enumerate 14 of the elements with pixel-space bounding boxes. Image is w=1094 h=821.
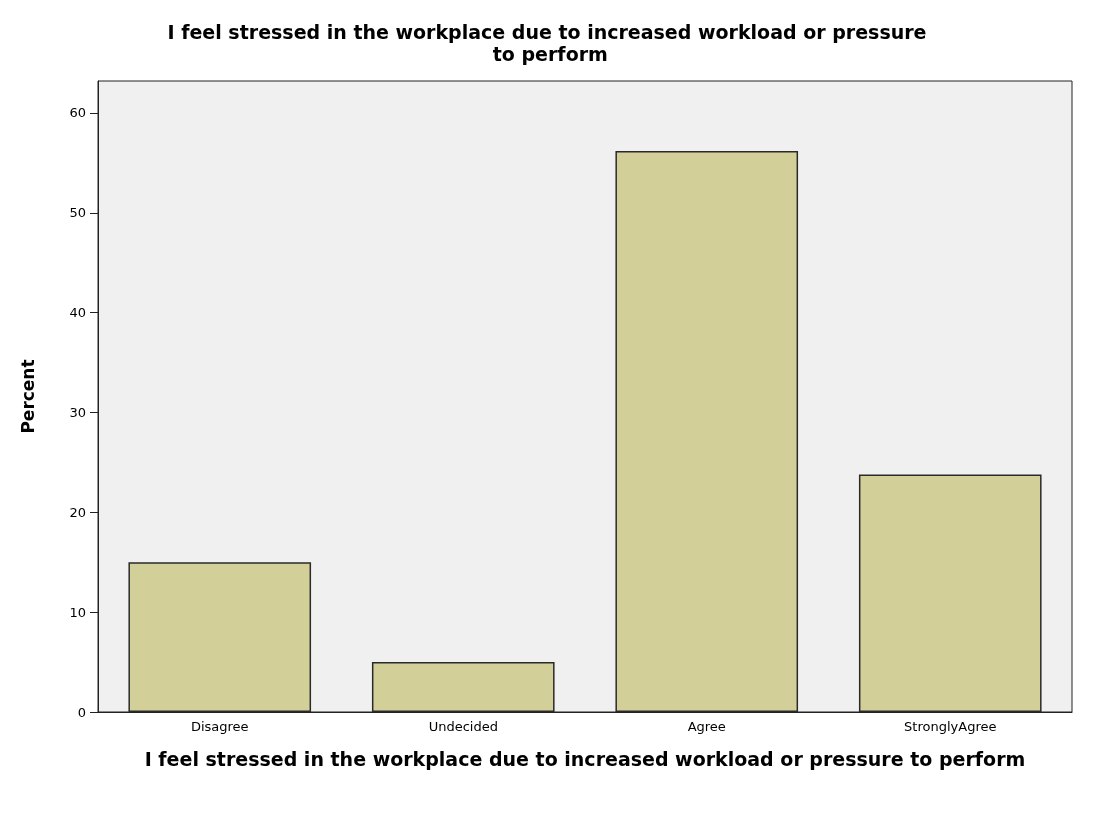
x-tick-label: Undecided xyxy=(428,719,498,734)
y-tick-label: 20 xyxy=(69,504,86,520)
y-tick-label: 50 xyxy=(69,205,86,221)
x-tick-label: Disagree xyxy=(190,719,249,734)
y-axis-title: Percent xyxy=(17,359,38,434)
x-axis-title: I feel stressed in the workplace due to increased workload or pressure to perform xyxy=(144,748,1026,770)
y-tick-label: 10 xyxy=(69,604,86,620)
x-tick-label: Agree xyxy=(687,719,726,734)
y-tick-label: 40 xyxy=(69,305,86,321)
x-tick-label: StronglyAgree xyxy=(904,719,997,734)
y-tick-label: 60 xyxy=(69,105,86,121)
y-tick-label: 30 xyxy=(69,404,86,420)
y-tick-label: 0 xyxy=(77,704,86,720)
chart-title: I feel stressed in the workplace due to increased workload or pressure to perform xyxy=(167,21,927,65)
